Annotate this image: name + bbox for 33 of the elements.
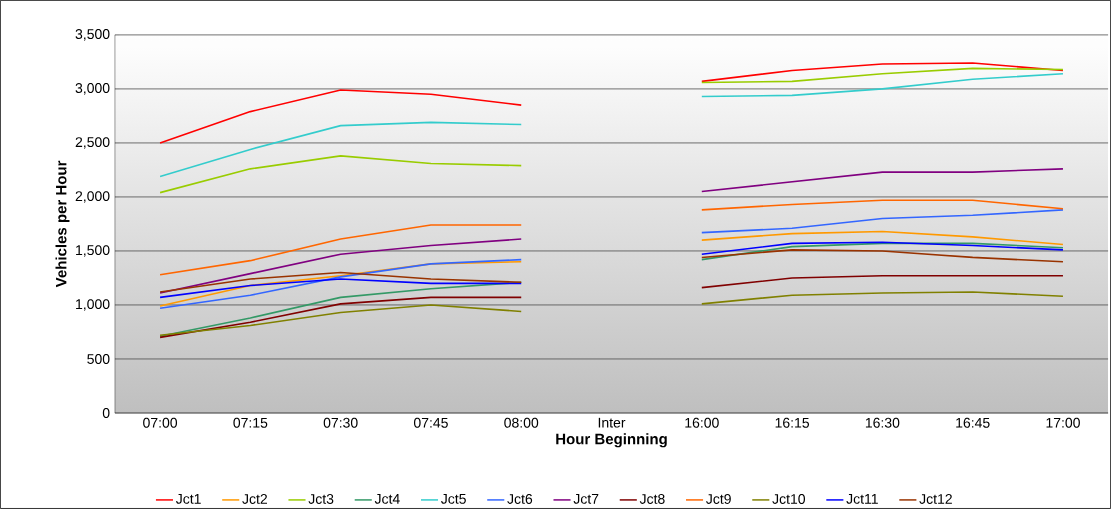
y-tick-label: 1,000	[76, 299, 110, 311]
y-tick-label: 500	[87, 354, 110, 364]
y-tick-label: 1,500	[76, 245, 110, 257]
legend-label: Jct11	[846, 494, 878, 504]
legend-label: Jct7	[573, 494, 599, 504]
x-tick-label: 07:45	[413, 417, 448, 428]
legend-label: Jct9	[706, 494, 731, 504]
y-tick-label: 3,000	[75, 83, 110, 95]
x-tick-label: 07:30	[323, 417, 358, 428]
legend-label: Jct2	[242, 494, 267, 504]
x-tick-label: 16:15	[775, 417, 810, 428]
y-axis-title: Vehicles per Hour	[55, 160, 70, 288]
y-tick-label: 2,000	[75, 191, 110, 203]
x-tick-label: 07:15	[233, 417, 268, 428]
legend-label: Jct12	[919, 494, 952, 504]
x-tick-label: 17:00	[1046, 417, 1080, 428]
legend-label: Jct10	[772, 494, 806, 504]
x-tick-label: 08:00	[504, 417, 539, 428]
x-tick-label: 16:45	[956, 417, 990, 428]
legend-label: Jct6	[507, 494, 533, 504]
y-tick-label: 0	[102, 408, 110, 418]
x-tick-label: Inter	[598, 417, 626, 428]
x-axis-title: Hour Beginning	[556, 433, 667, 448]
legend-label: Jct1	[175, 494, 201, 504]
y-tick-label: 2,500	[75, 137, 110, 149]
x-tick-label: 16:30	[865, 417, 900, 428]
legend-label: Jct4	[374, 494, 400, 504]
x-tick-label: 07:00	[143, 417, 178, 428]
legend-label: Jct3	[308, 494, 334, 504]
x-tick-label: 16:00	[685, 417, 719, 428]
legend-label: Jct8	[639, 494, 665, 504]
legend-label: Jct5	[441, 494, 466, 504]
y-tick-label: 3,500	[75, 29, 110, 41]
